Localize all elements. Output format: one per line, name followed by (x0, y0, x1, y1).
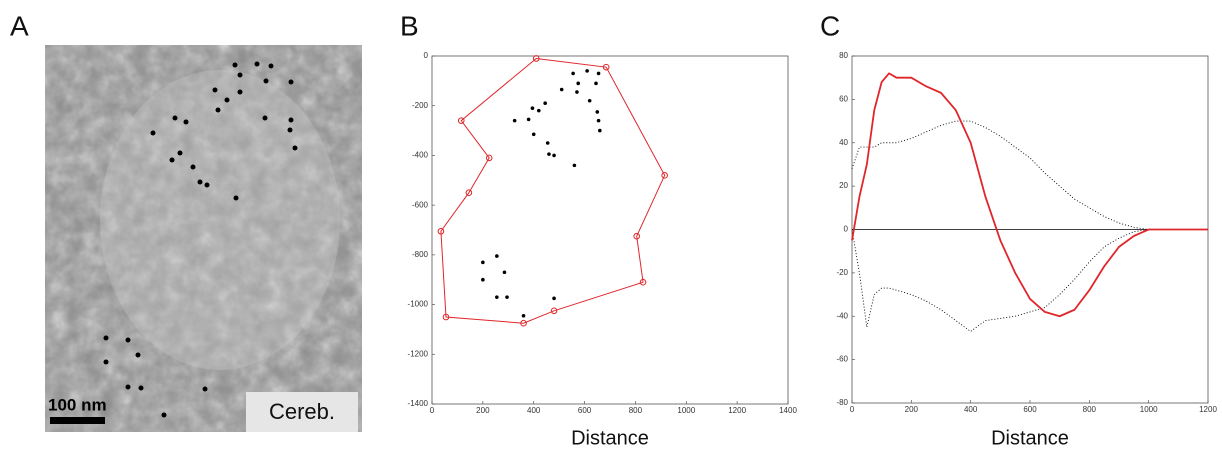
hull-outline (440, 57, 666, 324)
x-tick-label: 600 (1023, 405, 1037, 414)
point (576, 81, 581, 86)
hull-vertex (442, 313, 450, 321)
plot-frame (431, 55, 789, 405)
point (575, 90, 579, 94)
x-tick-label: 200 (905, 405, 919, 414)
y-tick-label: -200 (412, 101, 429, 110)
region-label: Cereb. (269, 399, 335, 424)
y-tick-label: 20 (839, 181, 848, 190)
point (552, 153, 556, 158)
series-line (851, 120, 1208, 230)
x-tick-label: 400 (964, 405, 978, 414)
point (495, 295, 499, 299)
x-tick-label: 400 (527, 406, 541, 415)
point (572, 163, 577, 168)
point (587, 98, 592, 103)
point (571, 71, 575, 76)
hull-vertex (485, 154, 493, 162)
x-tick-label: 1200 (728, 406, 746, 415)
point (530, 106, 535, 110)
gold-particles (103, 61, 298, 418)
series-line (851, 72, 1208, 318)
y-tick-label: 60 (839, 94, 848, 103)
x-tick-label: 1000 (677, 406, 695, 415)
scale-bar (50, 417, 105, 424)
panel-label: A (10, 10, 29, 41)
point (596, 118, 601, 123)
y-tick-label: 0 (424, 51, 429, 60)
point (596, 71, 601, 76)
y-tick-label: -20 (836, 268, 848, 277)
hull-vertex (520, 319, 527, 327)
y-tick-label: -60 (836, 355, 848, 364)
x-axis-label: Distance (571, 427, 649, 449)
x-tick-label: 800 (629, 406, 643, 415)
x-tick-label: 1400 (779, 406, 797, 415)
point (543, 101, 547, 106)
hull-vertex (532, 55, 540, 62)
point (521, 313, 526, 318)
y-tick-label: 0 (844, 225, 849, 234)
x-tick-label: 600 (578, 406, 592, 415)
synapse-region (100, 70, 340, 370)
y-tick-label: -1200 (408, 349, 429, 358)
y-tick-label: -400 (412, 151, 429, 160)
micrograph (45, 45, 362, 432)
region-box (246, 392, 358, 432)
point (545, 141, 550, 145)
point (531, 132, 536, 137)
y-tick-label: 80 (839, 51, 848, 60)
hull-vertex (602, 63, 610, 71)
series-line (851, 229, 1208, 332)
point (585, 69, 589, 73)
point (512, 118, 517, 123)
hull-vertex (633, 232, 641, 240)
y-tick-label: -80 (836, 398, 848, 407)
y-tick-label: -40 (836, 311, 848, 320)
point (594, 81, 598, 86)
x-tick-label: 0 (430, 406, 435, 415)
y-tick-label: -1000 (408, 300, 429, 309)
point (526, 117, 531, 122)
y-tick-label: -1400 (408, 399, 429, 408)
hull-vertex (457, 117, 465, 124)
hull-vertex (465, 189, 473, 197)
panel-label: C (820, 10, 840, 41)
point (598, 128, 602, 133)
point (505, 295, 509, 299)
x-axis-label: Distance (991, 427, 1069, 449)
point (595, 110, 600, 114)
point (481, 277, 485, 282)
point (502, 270, 507, 275)
point (537, 108, 541, 113)
hull-vertex (661, 172, 668, 179)
point (547, 152, 551, 156)
y-tick-label: 40 (839, 138, 848, 147)
hull-vertex (639, 278, 647, 286)
point (559, 87, 564, 92)
hull-vertex (550, 307, 558, 315)
point (481, 260, 485, 265)
point (552, 296, 556, 301)
x-tick-label: 800 (1083, 405, 1097, 414)
panel-label: B (400, 10, 419, 41)
x-tick-label: 1000 (1140, 405, 1158, 414)
y-tick-label: -600 (412, 200, 429, 209)
x-tick-label: 0 (850, 405, 855, 414)
y-tick-label: -800 (412, 250, 429, 259)
point (495, 254, 499, 258)
hull-vertex (437, 227, 445, 235)
x-tick-label: 200 (476, 406, 490, 415)
scale-bar-label: 100 nm (48, 395, 107, 414)
x-tick-label: 1200 (1199, 405, 1217, 414)
